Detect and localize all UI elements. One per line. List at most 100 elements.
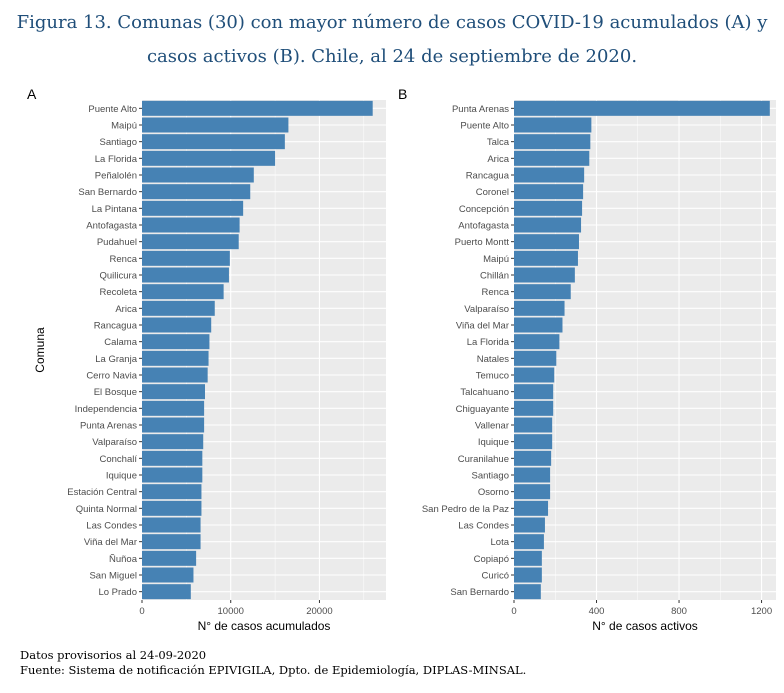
chart-a-bar — [142, 434, 204, 450]
chart-b-bar — [514, 284, 571, 300]
chart-b-category-label: Punta Arenas — [452, 104, 509, 115]
chart-a-bar — [142, 100, 373, 116]
chart-a-plot-background — [142, 100, 386, 600]
chart-b-bar — [514, 467, 551, 483]
chart-a-category-label: Lo Prado — [98, 587, 137, 598]
chart-b-category-label: Osorno — [478, 487, 509, 498]
chart-a-category-label: San Bernardo — [78, 187, 137, 198]
chart-a-bar — [142, 284, 224, 300]
chart-b-x-tick-label: 0 — [511, 606, 516, 617]
chart-b-x-tick-label: 800 — [671, 606, 687, 617]
chart-a-bar — [142, 317, 212, 333]
chart-a-bar — [142, 350, 209, 366]
chart-a-category-label: Peñalolén — [95, 171, 137, 182]
footer-source: Fuente: Sistema de notificación EPIVIGIL… — [20, 663, 527, 677]
chart-b-bar — [514, 200, 583, 216]
chart-b-category-label: Lota — [491, 537, 510, 548]
chart-b-bar — [514, 417, 553, 433]
chart-b-bar — [514, 267, 575, 283]
chart-a-x-tick-label: 20000 — [306, 606, 332, 617]
chart-b-bar — [514, 567, 542, 583]
chart-a-category-label: Iquique — [106, 471, 137, 482]
chart-a-bar — [142, 517, 201, 533]
chart-b-bar — [514, 217, 582, 233]
chart-b-x-axis-title: N° de casos activos — [592, 619, 698, 633]
chart-b-bar — [514, 317, 563, 333]
chart-b-bar — [514, 134, 591, 150]
chart-b-bar — [514, 534, 544, 550]
chart-b-bar — [514, 150, 590, 166]
chart-a-bar — [142, 150, 276, 166]
chart-b-category-label: Santiago — [471, 471, 509, 482]
chart-a-category-label: Renca — [110, 254, 138, 265]
chart-a-category-label: Conchalí — [100, 454, 138, 465]
chart-b-category-label: Copiapó — [474, 554, 509, 565]
panel-a-label: A — [27, 86, 37, 102]
chart-a-bar — [142, 334, 210, 350]
figure-title-line-2: casos activos (B). Chile, al 24 de septi… — [146, 46, 638, 67]
chart-a-bar — [142, 200, 244, 216]
chart-b-category-label: Chillán — [480, 271, 509, 282]
chart-a-bar — [142, 250, 230, 266]
chart-b-category-label: Puente Alto — [460, 121, 509, 132]
chart-b-bar — [514, 250, 578, 266]
chart-b-category-label: Curicó — [482, 571, 509, 582]
figure-title: Figura 13. Comunas (30) con mayor número… — [0, 6, 784, 74]
chart-a-x-tick-label: 0 — [139, 606, 144, 617]
footer: Datos provisorios al 24-09-2020 Fuente: … — [20, 648, 526, 678]
chart-b-bar — [514, 350, 557, 366]
chart-a-category-label: Cerro Navia — [86, 371, 137, 382]
chart-a-bar — [142, 484, 202, 500]
chart-a-category-label: Viña del Mar — [84, 537, 137, 548]
chart-a-x-tick-label: 10000 — [218, 606, 244, 617]
chart-a-x-axis-title: N° de casos acumulados — [198, 619, 331, 633]
chart-b-category-label: Puerto Montt — [455, 237, 510, 248]
chart-a-category-label: La Pintana — [92, 204, 138, 215]
chart-b-bar — [514, 184, 584, 200]
chart-b-category-label: Chiguayante — [456, 404, 509, 415]
chart-b-category-label: Maipú — [483, 254, 509, 265]
chart-a-category-label: Valparaíso — [92, 437, 137, 448]
figure-title-line-1: Figura 13. Comunas (30) con mayor número… — [16, 12, 768, 33]
footer-note: Datos provisorios al 24-09-2020 — [20, 648, 207, 662]
chart-a-bar — [142, 534, 201, 550]
chart-b-bar — [514, 400, 554, 416]
chart-b-category-label: Rancagua — [466, 171, 510, 182]
chart-a-category-label: La Florida — [95, 154, 138, 165]
chart-a-cumulative-cases: Puente Alto Maipú Santiago La Florida Peñalo… — [33, 100, 386, 633]
chart-b-x-tick-label: 1200 — [751, 606, 772, 617]
chart-a-category-label: Antofagasta — [86, 221, 137, 232]
chart-a-category-label: Quinta Normal — [76, 504, 137, 515]
chart-b-category-label: Antofagasta — [458, 221, 509, 232]
chart-a-category-label: Punta Arenas — [80, 421, 137, 432]
chart-b-category-label: San Bernardo — [450, 587, 509, 598]
chart-b-bar — [514, 117, 592, 133]
chart-a-category-label: Estación Central — [67, 487, 137, 498]
chart-b-bar — [514, 384, 554, 400]
chart-a-bar — [142, 500, 202, 516]
chart-b-bar — [514, 234, 579, 250]
chart-b-bar — [514, 167, 585, 183]
chart-a-bar — [142, 167, 254, 183]
chart-a-bar — [142, 300, 215, 316]
chart-b-bar — [514, 484, 551, 500]
chart-a-category-label: San Miguel — [89, 571, 137, 582]
chart-a-bar — [142, 217, 240, 233]
chart-b-bar — [514, 367, 555, 383]
chart-b-bar — [514, 300, 565, 316]
chart-b-bar — [514, 550, 542, 566]
chart-b-category-label: La Florida — [467, 337, 510, 348]
chart-b-bar — [514, 434, 553, 450]
chart-a-bar — [142, 134, 285, 150]
chart-b-bar — [514, 584, 541, 600]
chart-a-category-label: Independencia — [75, 404, 138, 415]
chart-a-bar — [142, 417, 205, 433]
chart-a-category-label: Quilicura — [100, 271, 138, 282]
chart-b-category-label: Valparaíso — [464, 304, 509, 315]
chart-a-category-label: Maipú — [111, 121, 137, 132]
chart-a-category-label: Recoleta — [100, 287, 138, 298]
chart-a-bar — [142, 384, 205, 400]
chart-b-category-label: Temuco — [476, 371, 509, 382]
chart-a-category-label: Rancagua — [94, 321, 138, 332]
chart-b-active-cases: Punta Arenas Puente Alto Talca Arica Rancagu… — [422, 100, 776, 633]
